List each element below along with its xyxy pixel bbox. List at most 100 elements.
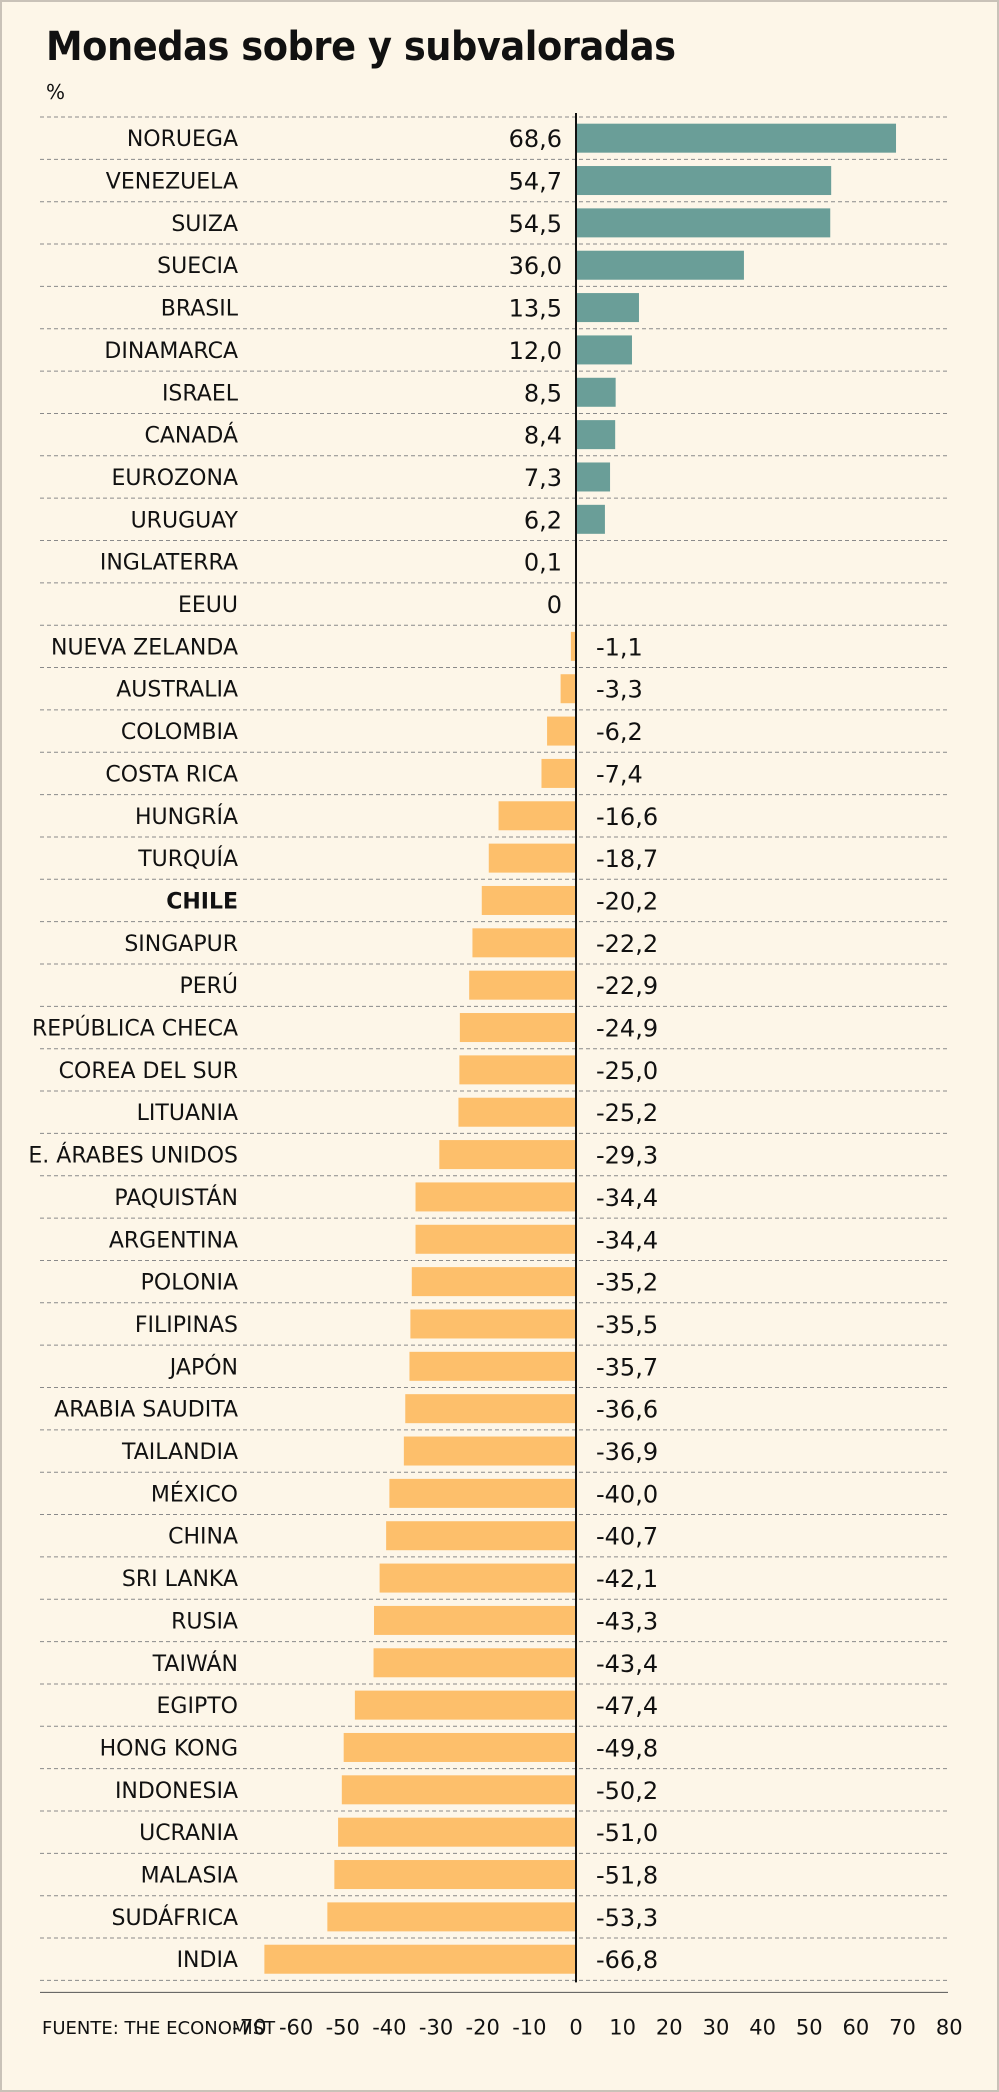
bar	[576, 166, 832, 196]
x-tick-label: -30	[419, 2015, 453, 2039]
value-label: -40,7	[596, 1523, 658, 1551]
value-label: -6,2	[596, 718, 643, 746]
category-label: COREA DEL SUR	[59, 1059, 238, 1084]
bar	[409, 1351, 576, 1381]
bar	[327, 1902, 576, 1932]
value-label: -29,3	[596, 1142, 658, 1170]
bar	[439, 1140, 576, 1170]
value-label: -24,9	[596, 1015, 658, 1043]
category-label: COSTA RICA	[105, 762, 238, 787]
bar	[488, 843, 576, 873]
value-label: -53,3	[596, 1904, 658, 1932]
x-tick-label: 30	[703, 2015, 730, 2039]
category-label: PERÚ	[179, 973, 238, 999]
bar	[403, 1436, 576, 1466]
value-label: 8,4	[524, 422, 562, 450]
category-label: UCRANIA	[139, 1821, 238, 1846]
value-label: -1,1	[596, 633, 643, 661]
value-label: 7,3	[524, 464, 562, 492]
bar	[481, 885, 576, 915]
bar	[576, 208, 831, 238]
value-label: -22,2	[596, 930, 658, 958]
value-label: -49,8	[596, 1734, 658, 1762]
category-label: BRASIL	[161, 297, 239, 322]
bar	[459, 1055, 576, 1085]
bar	[410, 1309, 576, 1339]
source-note: FUENTE: THE ECONOMIST	[42, 2018, 276, 2039]
x-tick-label: -20	[466, 2015, 500, 2039]
value-label: -3,3	[596, 676, 643, 704]
bar	[576, 293, 639, 323]
bar	[576, 335, 632, 365]
bar	[341, 1775, 576, 1805]
value-label: 0,1	[524, 549, 562, 577]
bar	[570, 631, 576, 661]
x-tick-label: -50	[326, 2015, 360, 2039]
category-label: LITUANIA	[137, 1101, 238, 1126]
bar	[389, 1478, 576, 1508]
category-label: REPÚBLICA CHECA	[32, 1016, 238, 1042]
category-label: TAILANDIA	[121, 1440, 238, 1465]
bar	[469, 970, 576, 1000]
chart-title: Monedas sobre y subvaloradas	[46, 24, 676, 70]
category-label: ISRAEL	[162, 381, 239, 406]
category-label: ARGENTINA	[109, 1228, 238, 1253]
category-label: SUIZA	[171, 212, 238, 237]
value-label: -16,6	[596, 803, 658, 831]
category-label: DINAMARCA	[104, 339, 238, 364]
value-label: -35,7	[596, 1353, 658, 1381]
value-label: -34,4	[596, 1226, 658, 1254]
x-tick-label: -70	[232, 2015, 266, 2039]
value-label: 12,0	[509, 337, 562, 365]
value-label: -35,5	[596, 1311, 658, 1339]
category-label: NORUEGA	[127, 127, 238, 152]
value-label: -20,2	[596, 887, 658, 915]
value-label: 8,5	[524, 379, 562, 407]
bar	[415, 1182, 576, 1212]
value-label: -66,8	[596, 1946, 658, 1974]
category-label: INGLATERRA	[100, 551, 238, 576]
x-tick-label: 0	[569, 2015, 582, 2039]
category-label: COLOMBIA	[121, 720, 238, 745]
x-tick-label: -40	[372, 2015, 406, 2039]
value-label: -35,2	[596, 1269, 658, 1297]
value-label: -22,9	[596, 972, 658, 1000]
category-label: PAQUISTÁN	[114, 1185, 238, 1211]
bar	[415, 1224, 576, 1254]
x-tick-label: 50	[796, 2015, 823, 2039]
bar	[373, 1648, 576, 1678]
category-label: SINGAPUR	[124, 932, 238, 957]
bar	[338, 1817, 576, 1847]
category-label: EGIPTO	[157, 1694, 238, 1719]
value-label: 36,0	[509, 252, 562, 280]
category-label: SRI LANKA	[122, 1567, 238, 1592]
x-tick-label: 40	[749, 2015, 776, 2039]
x-tick-label: 10	[609, 2015, 636, 2039]
bar	[459, 1013, 576, 1043]
bar	[334, 1860, 576, 1890]
category-label: HONG KONG	[100, 1736, 238, 1761]
bar	[498, 801, 576, 831]
category-label: SUECIA	[157, 254, 238, 279]
bar	[541, 758, 576, 788]
value-label: 0	[547, 591, 562, 619]
value-label: -18,7	[596, 845, 658, 873]
bar	[576, 462, 611, 492]
bar	[576, 123, 897, 153]
bar	[576, 377, 616, 407]
value-label: 54,5	[509, 210, 562, 238]
category-label: MÉXICO	[151, 1481, 238, 1507]
category-label: INDONESIA	[115, 1779, 238, 1804]
category-label: AUSTRALIA	[116, 678, 238, 703]
category-label: MALASIA	[141, 1864, 238, 1889]
category-label: VENEZUELA	[106, 170, 238, 195]
bar	[411, 1267, 576, 1297]
value-label: -25,2	[596, 1099, 658, 1127]
bar	[379, 1563, 576, 1593]
value-label: -51,8	[596, 1862, 658, 1890]
category-label: JAPÓN	[168, 1354, 238, 1380]
bar	[547, 716, 576, 746]
bar	[386, 1521, 576, 1551]
category-label: EEUU	[178, 593, 238, 618]
